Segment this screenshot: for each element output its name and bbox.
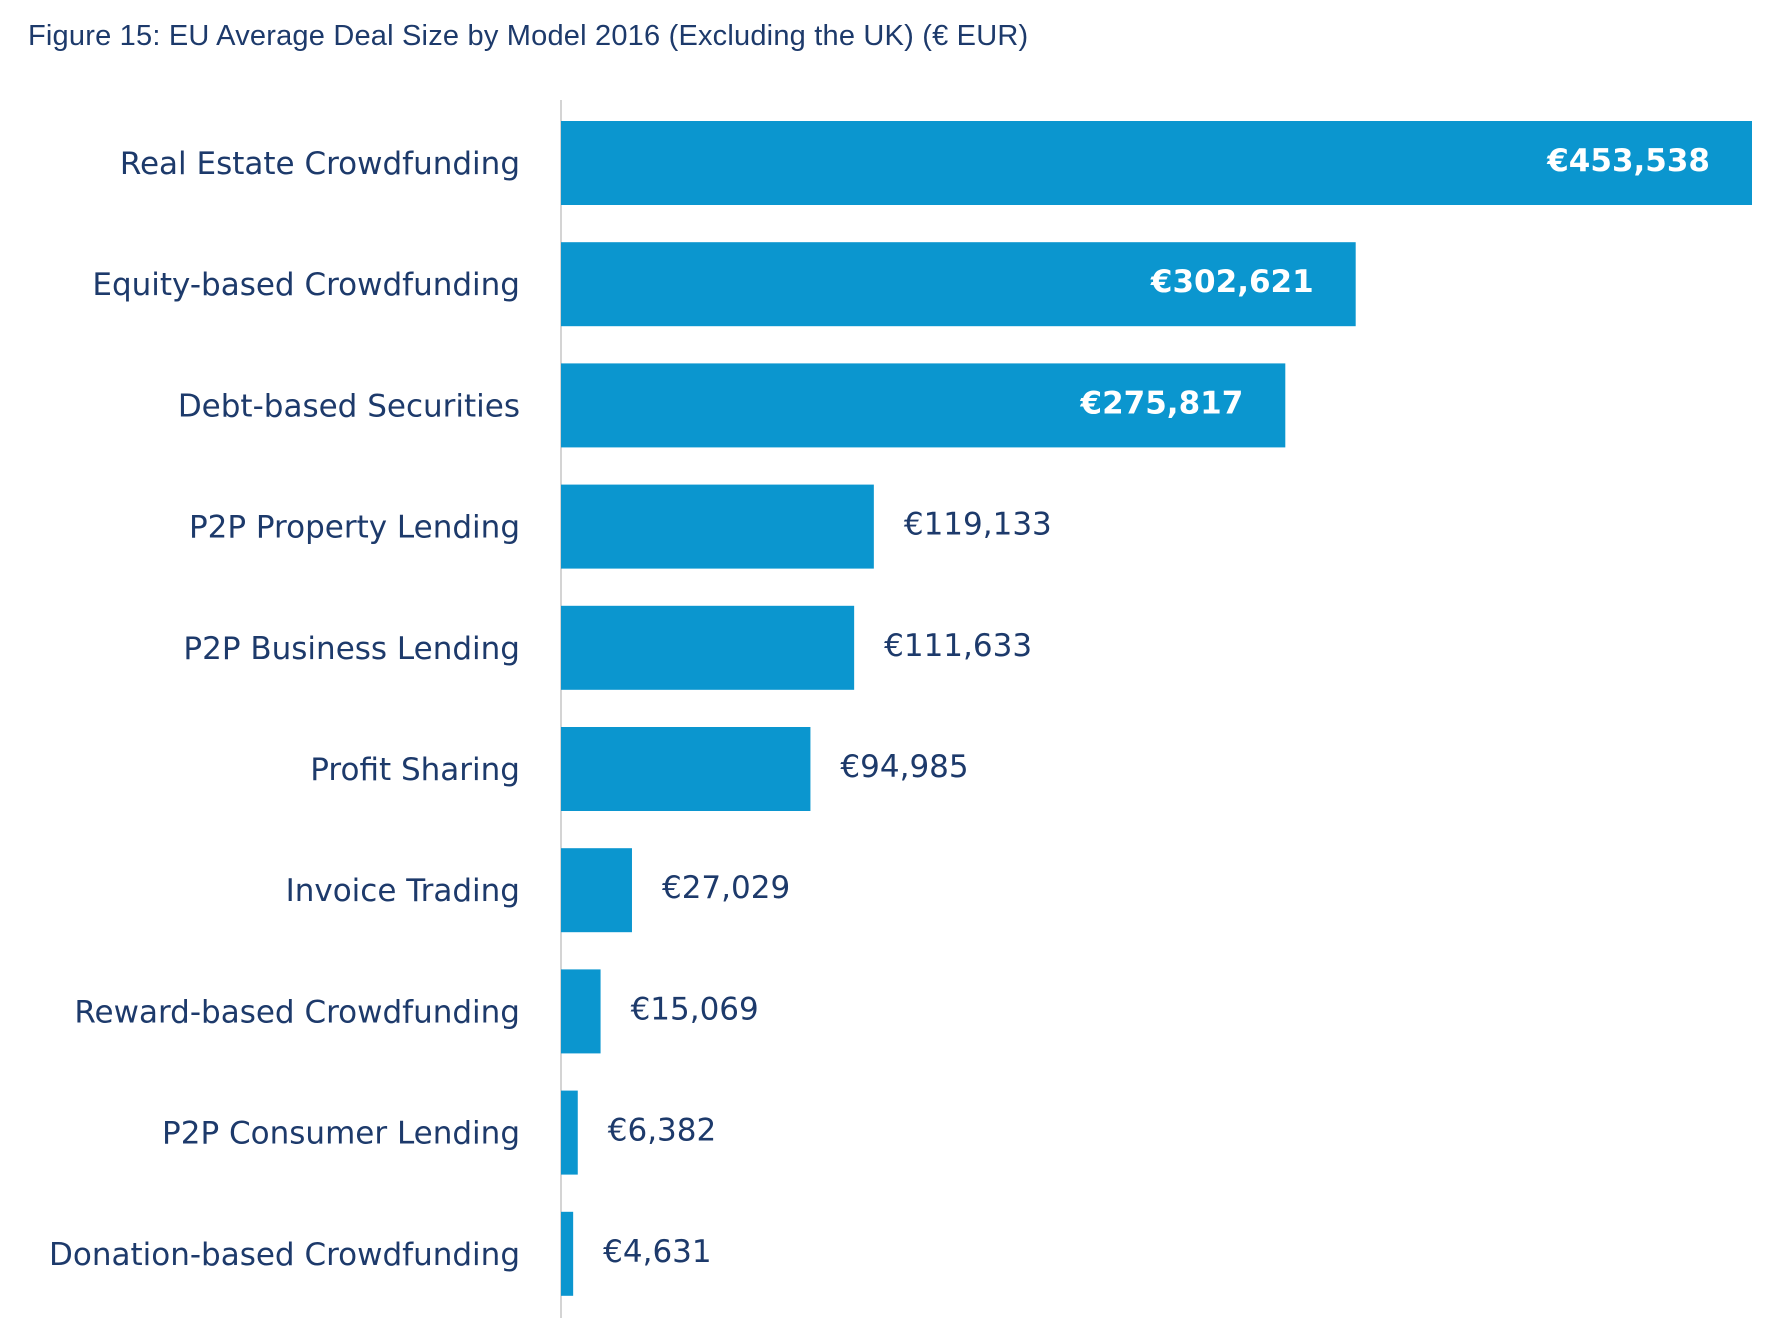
category-label: Debt-based Securities bbox=[178, 388, 520, 424]
bar-debt-based-securities bbox=[561, 363, 1286, 448]
bar-real-estate-crowdfunding bbox=[561, 121, 1752, 205]
bar-p2p-consumer-lending bbox=[561, 1090, 578, 1175]
bar-reward-based-crowdfunding bbox=[561, 969, 601, 1054]
value-label: €27,029 bbox=[662, 870, 790, 906]
value-label: €119,133 bbox=[904, 507, 1052, 543]
value-label: €111,633 bbox=[884, 628, 1032, 664]
value-label: €6,382 bbox=[608, 1113, 716, 1149]
value-label: €275,817 bbox=[1080, 385, 1244, 421]
bar-invoice-trading bbox=[561, 848, 632, 933]
category-label: P2P Property Lending bbox=[189, 510, 520, 546]
bar-p2p-property-lending bbox=[561, 484, 874, 569]
category-label: Profit Sharing bbox=[310, 752, 520, 788]
value-label: €4,631 bbox=[603, 1234, 711, 1270]
category-label: Real Estate Crowdfunding bbox=[120, 146, 520, 182]
bars-group bbox=[561, 121, 1752, 1296]
bar-equity-based-crowdfunding bbox=[561, 242, 1356, 327]
category-label: Donation-based Crowdfunding bbox=[49, 1237, 520, 1273]
bar-p2p-business-lending bbox=[561, 605, 855, 690]
category-label: P2P Consumer Lending bbox=[162, 1116, 520, 1152]
category-label: Reward-based Crowdfunding bbox=[74, 994, 520, 1030]
bar-donation-based-crowdfunding bbox=[561, 1211, 574, 1296]
category-labels-group: Real Estate Crowdfunding Equity-based Cro… bbox=[49, 146, 520, 1273]
value-label: €453,538 bbox=[1546, 143, 1710, 179]
category-label: P2P Business Lending bbox=[183, 631, 520, 667]
value-label: €15,069 bbox=[631, 991, 759, 1027]
bar-profit-sharing bbox=[561, 727, 811, 811]
value-label: €94,985 bbox=[840, 749, 968, 785]
category-label: Invoice Trading bbox=[286, 873, 520, 909]
value-labels-group: €453,538 €302,621 €275,817 €119,133 €111,633… bbox=[603, 143, 1710, 1270]
chart-title: Figure 15: EU Average Deal Size by Model… bbox=[28, 20, 1029, 52]
category-label: Equity-based Crowdfunding bbox=[92, 267, 520, 303]
value-label: €302,621 bbox=[1150, 264, 1314, 300]
